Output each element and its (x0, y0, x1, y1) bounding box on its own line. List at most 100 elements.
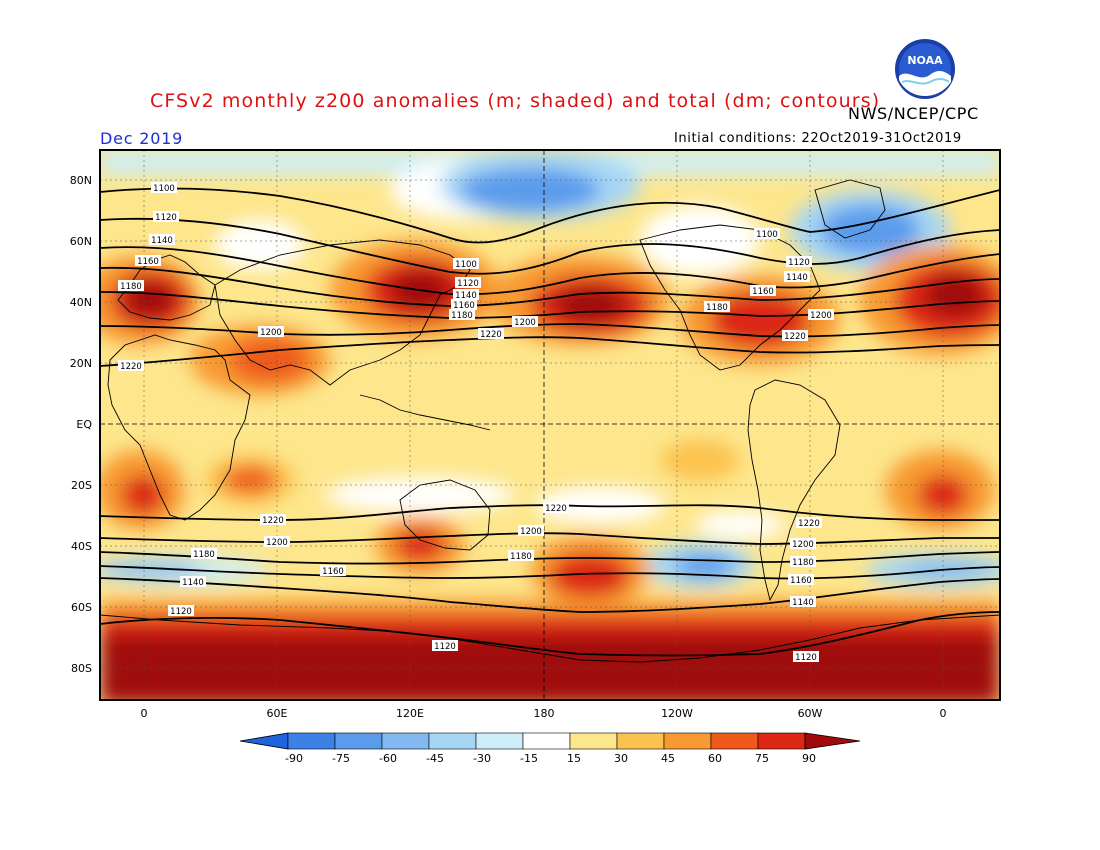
initial-conditions: Initial conditions: 22Oct2019-31Oct2019 (674, 131, 962, 146)
svg-text:1120: 1120 (457, 279, 479, 289)
contour-label-1160-f: 1160 (788, 574, 814, 586)
lon-label-120e: 120E (396, 707, 424, 720)
svg-text:1180: 1180 (193, 550, 215, 560)
colorbar-swatch-4 (428, 732, 477, 750)
colorbar-swatch-1 (287, 732, 336, 750)
contour-label-1220-c: 1220 (782, 330, 808, 342)
map-frame (99, 149, 1001, 701)
lat-label-40s: 40S (71, 540, 92, 553)
contour-label-1120-b: 1120 (455, 277, 481, 289)
svg-text:1120: 1120 (788, 258, 810, 268)
contour-label-1220-b: 1220 (478, 328, 504, 340)
contour-label-1160-a: 1160 (135, 255, 161, 267)
colorbar-tick-7: 15 (567, 752, 581, 765)
svg-text:1220: 1220 (480, 330, 502, 340)
colorbar-swatch-3 (381, 732, 430, 750)
svg-text:1140: 1140 (151, 236, 173, 246)
colorbar-tick-9: 45 (661, 752, 675, 765)
contour-label-1160-c: 1160 (750, 285, 776, 297)
contour-label-1140-c: 1140 (784, 271, 810, 283)
latitude-labels: 80N 60N 40N 20N EQ 20S 40S 60S 80S (70, 174, 93, 675)
svg-text:1200: 1200 (266, 538, 288, 548)
colorbar-tick-1: -90 (285, 752, 303, 765)
coast-antarctica (100, 614, 1000, 663)
lat-label-20s: 20S (71, 479, 92, 492)
svg-text:1140: 1140 (182, 578, 204, 588)
svg-text:1120: 1120 (155, 213, 177, 223)
contour-1180-b (100, 551, 1000, 565)
colorbar-tick-3: -60 (379, 752, 397, 765)
noaa-logo-text: NOAA (907, 54, 943, 67)
colorbar-tick-2: -75 (332, 752, 350, 765)
svg-text:1200: 1200 (792, 540, 814, 550)
contour-1140-a (100, 246, 1000, 296)
coast-asia (214, 239, 471, 386)
colorbar-tick-6: -15 (520, 752, 538, 765)
svg-text:1180: 1180 (120, 282, 142, 292)
contour-label-1180-e: 1180 (508, 550, 534, 562)
colorbar-swatch-2 (334, 732, 383, 750)
contour-label-1180-f: 1180 (790, 556, 816, 568)
forecast-month: Dec 2019 (100, 129, 184, 148)
contour-label-1120-c: 1120 (786, 256, 812, 268)
contour-1160-b (100, 565, 1000, 580)
grid-lines (100, 150, 1000, 700)
contour-label-1160-b: 1160 (451, 299, 477, 311)
colorbar-swatch-7 (569, 732, 618, 750)
colorbar-tick-5: -30 (473, 752, 491, 765)
contour-label-1100-b: 1100 (453, 258, 479, 270)
colorbar-tick-12: 90 (802, 752, 816, 765)
height-contours (100, 187, 1000, 657)
svg-text:1160: 1160 (752, 287, 774, 297)
lat-label-60n: 60N (70, 235, 92, 248)
contour-label-1220-d: 1220 (260, 514, 286, 526)
coast-maritime (359, 394, 491, 431)
coast-south-america (747, 379, 841, 602)
svg-text:1100: 1100 (455, 260, 477, 270)
contour-label-1180-c: 1180 (704, 301, 730, 313)
lat-label-80s: 80S (71, 662, 92, 675)
contour-label-1120-e: 1120 (432, 640, 458, 652)
contour-label-1200-e: 1200 (518, 525, 544, 537)
svg-text:1220: 1220 (798, 519, 820, 529)
contour-label-1140-a: 1140 (149, 234, 175, 246)
contour-1180-a (100, 291, 1000, 319)
svg-text:1160: 1160 (453, 301, 475, 311)
svg-text:1160: 1160 (790, 576, 812, 586)
svg-text:1120: 1120 (434, 642, 456, 652)
svg-text:1160: 1160 (137, 257, 159, 267)
lon-label-0: 0 (141, 707, 148, 720)
contour-label-1200-b: 1200 (512, 316, 538, 328)
lon-label-120w: 120W (661, 707, 693, 720)
lat-label-60s: 60S (71, 601, 92, 614)
colorbar-swatch-11 (757, 732, 806, 750)
svg-text:1220: 1220 (784, 332, 806, 342)
contour-label-1140-f: 1140 (790, 596, 816, 608)
svg-text:1220: 1220 (120, 362, 142, 372)
anomaly-shading (100, 150, 1000, 700)
longitude-labels: 0 60E 120E 180 120W 60W 0 (141, 707, 947, 720)
lat-label-40n: 40N (70, 296, 92, 309)
svg-text:1180: 1180 (706, 303, 728, 313)
svg-text:1160: 1160 (322, 567, 344, 577)
lat-label-80n: 80N (70, 174, 92, 187)
svg-text:1200: 1200 (810, 311, 832, 321)
svg-text:1120: 1120 (170, 607, 192, 617)
contour-1100-a (100, 187, 1000, 244)
contour-label-1160-d: 1160 (320, 565, 346, 577)
contour-1160-a (100, 266, 1000, 307)
colorbar-swatch-10 (710, 732, 759, 750)
coast-africa (107, 334, 251, 521)
contour-label-1140-b: 1140 (453, 289, 479, 301)
colorbar-tick-11: 75 (755, 752, 769, 765)
contour-label-1220-e: 1220 (543, 502, 569, 514)
coast-north-america (639, 224, 821, 371)
lat-label-20n: 20N (70, 357, 92, 370)
svg-text:1140: 1140 (786, 273, 808, 283)
contour-labels: 1100 1120 1140 1160 1180 1200 1220 1100 … (118, 182, 834, 663)
colorbar-swatch-6 (522, 732, 571, 750)
contour-label-1120-d: 1120 (168, 605, 194, 617)
contour-label-1200-d: 1200 (264, 536, 290, 548)
lon-label-180: 180 (534, 707, 555, 720)
contour-label-1180-b: 1180 (449, 309, 475, 321)
